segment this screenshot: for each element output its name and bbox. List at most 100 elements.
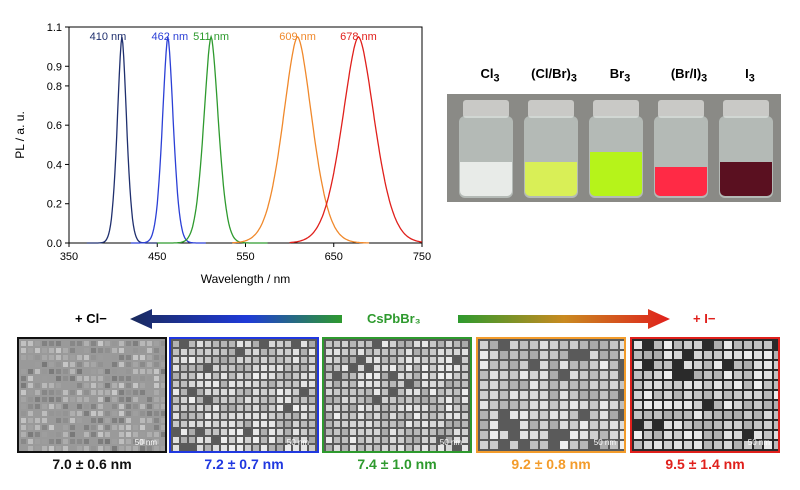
nanocube — [714, 451, 722, 453]
nanocube — [63, 418, 68, 423]
nanocube — [590, 361, 598, 369]
nanocube — [540, 451, 548, 453]
scale-bar-label: 50 nm — [747, 438, 770, 447]
nanocube — [112, 439, 117, 444]
nanocube — [309, 445, 315, 451]
nanocube — [309, 365, 315, 371]
nanocube — [560, 361, 568, 369]
nanocube — [181, 397, 187, 403]
nanocube — [35, 355, 40, 360]
nanocube — [406, 429, 412, 435]
plot-frame — [68, 26, 423, 244]
nanocube — [620, 431, 624, 439]
nanocube — [754, 431, 762, 439]
nanocube — [550, 421, 558, 429]
nanocube — [154, 439, 159, 444]
nanocube — [293, 349, 299, 355]
nanocube — [644, 411, 652, 419]
nanocube — [520, 381, 528, 389]
nanocube — [550, 371, 558, 379]
nanocube — [664, 381, 672, 389]
nanocube — [754, 361, 762, 369]
nanocube — [664, 451, 672, 453]
nanocube — [414, 373, 420, 379]
scale-bar-label: 50 nm — [439, 438, 462, 447]
nanocube — [610, 451, 618, 453]
nanocube — [21, 397, 26, 402]
nanocube — [229, 429, 235, 435]
nanocube — [98, 369, 103, 374]
nanocube — [550, 411, 558, 419]
nanocube — [126, 341, 131, 346]
nanocube — [684, 391, 692, 399]
nanocube — [374, 421, 380, 427]
nanocube — [317, 421, 319, 427]
nanocube — [84, 341, 89, 346]
nanocube — [205, 381, 211, 387]
nanocube — [406, 341, 412, 347]
nanocube — [28, 411, 33, 416]
nanocube — [500, 371, 508, 379]
nanocube — [414, 365, 420, 371]
nanocube — [510, 361, 518, 369]
nanocube — [309, 421, 315, 427]
nanocube — [161, 418, 165, 423]
nanocube — [520, 351, 528, 359]
nanocube — [105, 383, 110, 388]
nanocube — [237, 421, 243, 427]
nanocube — [550, 381, 558, 389]
nanocube — [161, 446, 165, 451]
nanocube — [293, 405, 299, 411]
nanocube — [684, 341, 692, 349]
nanocube — [49, 341, 54, 346]
vial-label-cl3: Cl3 — [450, 66, 530, 85]
nanocube — [28, 439, 33, 444]
nanocube — [70, 390, 75, 395]
nanocube — [77, 439, 82, 444]
nanocube — [147, 439, 152, 444]
nanocube — [197, 381, 203, 387]
nanocube — [35, 397, 40, 402]
nanocube — [600, 341, 608, 349]
nanocube — [724, 431, 732, 439]
nanocube — [105, 348, 110, 353]
nanocube — [430, 405, 436, 411]
nanocube — [438, 429, 444, 435]
nanocube — [540, 381, 548, 389]
nanocube — [253, 349, 259, 355]
y-axis-label: PL / a. u. — [13, 111, 27, 159]
nanocube — [56, 446, 61, 451]
nanocube — [350, 437, 356, 443]
nanocube — [520, 401, 528, 409]
nanocube — [390, 429, 396, 435]
nanocube — [119, 376, 124, 381]
nanocube — [133, 341, 138, 346]
nanocube — [213, 357, 219, 363]
nanocube — [570, 361, 578, 369]
x-tick-label: 550 — [236, 251, 254, 263]
nanocube — [42, 397, 47, 402]
nanocube — [734, 441, 742, 449]
nanocube — [205, 389, 211, 395]
nanocube — [317, 381, 319, 387]
nanocube — [277, 349, 283, 355]
nanocube — [430, 365, 436, 371]
nanocube — [644, 351, 652, 359]
nanocube — [49, 369, 54, 374]
nanocube — [350, 397, 356, 403]
nanocube — [366, 357, 372, 363]
nanocube — [510, 411, 518, 419]
nanocube — [754, 401, 762, 409]
nanocube — [63, 404, 68, 409]
nanocube — [560, 401, 568, 409]
nanocube — [590, 401, 598, 409]
nanocube — [470, 405, 472, 411]
x-tick-label: 650 — [325, 251, 343, 263]
nanocube — [600, 411, 608, 419]
nanocube — [674, 341, 682, 349]
nanocube — [470, 397, 472, 403]
nanocube — [161, 425, 165, 430]
nanocube — [406, 421, 412, 427]
nanocube — [269, 413, 275, 419]
nanocube — [510, 341, 518, 349]
